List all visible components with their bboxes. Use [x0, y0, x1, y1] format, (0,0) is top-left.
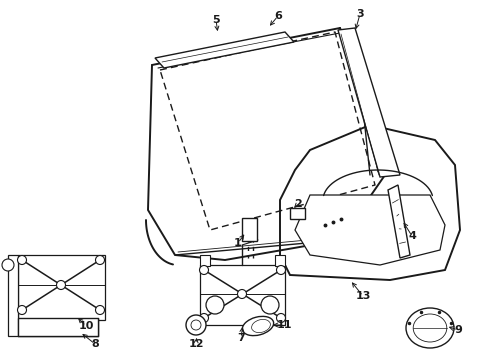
Text: 3: 3 — [355, 9, 363, 19]
Circle shape — [95, 306, 104, 315]
Polygon shape — [387, 185, 409, 258]
Polygon shape — [155, 32, 293, 68]
Ellipse shape — [412, 314, 446, 342]
Polygon shape — [274, 255, 285, 266]
Polygon shape — [294, 195, 444, 265]
Circle shape — [95, 256, 104, 265]
FancyBboxPatch shape — [241, 217, 256, 240]
Circle shape — [18, 256, 26, 265]
Ellipse shape — [251, 319, 270, 333]
Text: 13: 13 — [355, 291, 370, 301]
Text: 9: 9 — [453, 325, 461, 335]
Circle shape — [191, 320, 201, 330]
Ellipse shape — [242, 316, 273, 336]
Bar — [18, 318, 98, 336]
Polygon shape — [200, 255, 209, 266]
Circle shape — [237, 289, 246, 298]
Text: 4: 4 — [407, 231, 415, 241]
Polygon shape — [18, 255, 105, 320]
Text: 12: 12 — [188, 339, 203, 349]
Text: 1: 1 — [234, 238, 242, 248]
Circle shape — [57, 280, 65, 289]
Circle shape — [199, 266, 208, 274]
Text: 5: 5 — [212, 15, 220, 25]
Circle shape — [185, 315, 205, 335]
Circle shape — [276, 266, 285, 274]
Text: 10: 10 — [78, 321, 94, 331]
Text: 8: 8 — [91, 339, 99, 349]
Circle shape — [199, 314, 208, 323]
Polygon shape — [337, 28, 399, 177]
Circle shape — [205, 296, 224, 314]
Text: 6: 6 — [273, 11, 282, 21]
Text: 7: 7 — [237, 333, 244, 343]
Text: 11: 11 — [276, 320, 291, 330]
Circle shape — [2, 259, 14, 271]
Circle shape — [261, 296, 279, 314]
Circle shape — [276, 314, 285, 323]
Polygon shape — [200, 265, 285, 325]
Text: 2: 2 — [293, 199, 301, 209]
Circle shape — [18, 306, 26, 315]
Polygon shape — [8, 255, 18, 336]
Ellipse shape — [405, 308, 453, 348]
FancyBboxPatch shape — [289, 207, 304, 219]
Polygon shape — [280, 125, 459, 280]
